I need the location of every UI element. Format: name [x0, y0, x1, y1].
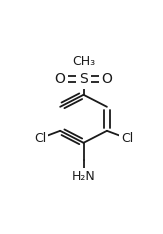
Text: Cl: Cl [121, 132, 133, 145]
Text: S: S [79, 72, 88, 86]
Text: Cl: Cl [34, 132, 46, 145]
Text: O: O [55, 72, 66, 86]
Text: O: O [102, 72, 112, 86]
Text: CH₃: CH₃ [72, 55, 95, 69]
Text: H₂N: H₂N [72, 170, 95, 183]
